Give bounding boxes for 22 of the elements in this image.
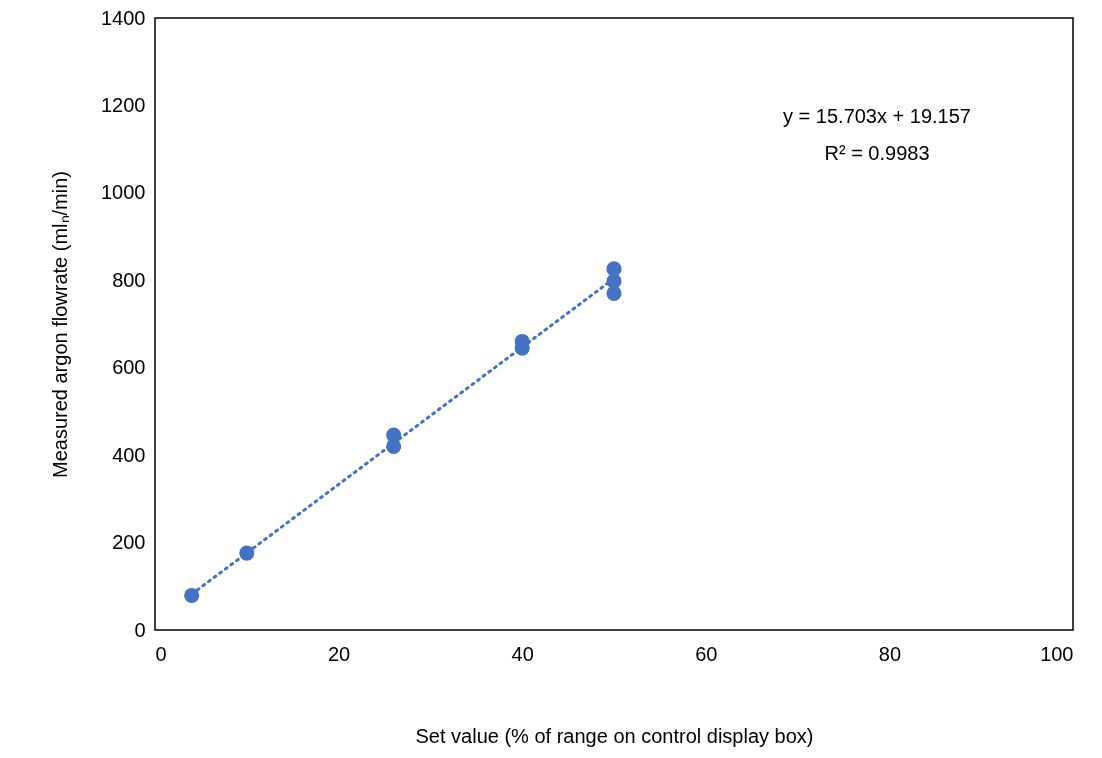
y-axis-title: Measured argon flowrate (mlₙ/min): [49, 171, 72, 478]
point: [184, 587, 200, 604]
x-tick-label: 0: [155, 642, 167, 665]
y-tick-label: 600: [112, 356, 146, 379]
y-tick-label: 1200: [101, 93, 146, 116]
x-tick-label: 80: [878, 642, 902, 665]
annotation: R² = 0.9983: [824, 142, 930, 164]
x-tick-label: 100: [1040, 642, 1074, 665]
y-tick-label: 200: [112, 531, 146, 554]
y-tick-label: 1400: [101, 6, 146, 29]
point: [386, 427, 402, 443]
y-tick-label: 400: [112, 443, 146, 466]
x-tick-label: 20: [327, 642, 351, 665]
point: [606, 261, 622, 277]
y-tick-label: 0: [134, 618, 146, 641]
x-tick-label: 40: [511, 642, 534, 665]
annotation: y = 15.703x + 19.157: [783, 105, 971, 127]
x-tick-label: 60: [695, 642, 718, 665]
y-tick-label: 1000: [101, 181, 146, 204]
y-tick-label: 800: [112, 268, 146, 291]
x-axis-title: Set value (% of range on control display box): [415, 724, 814, 747]
point: [606, 285, 622, 301]
